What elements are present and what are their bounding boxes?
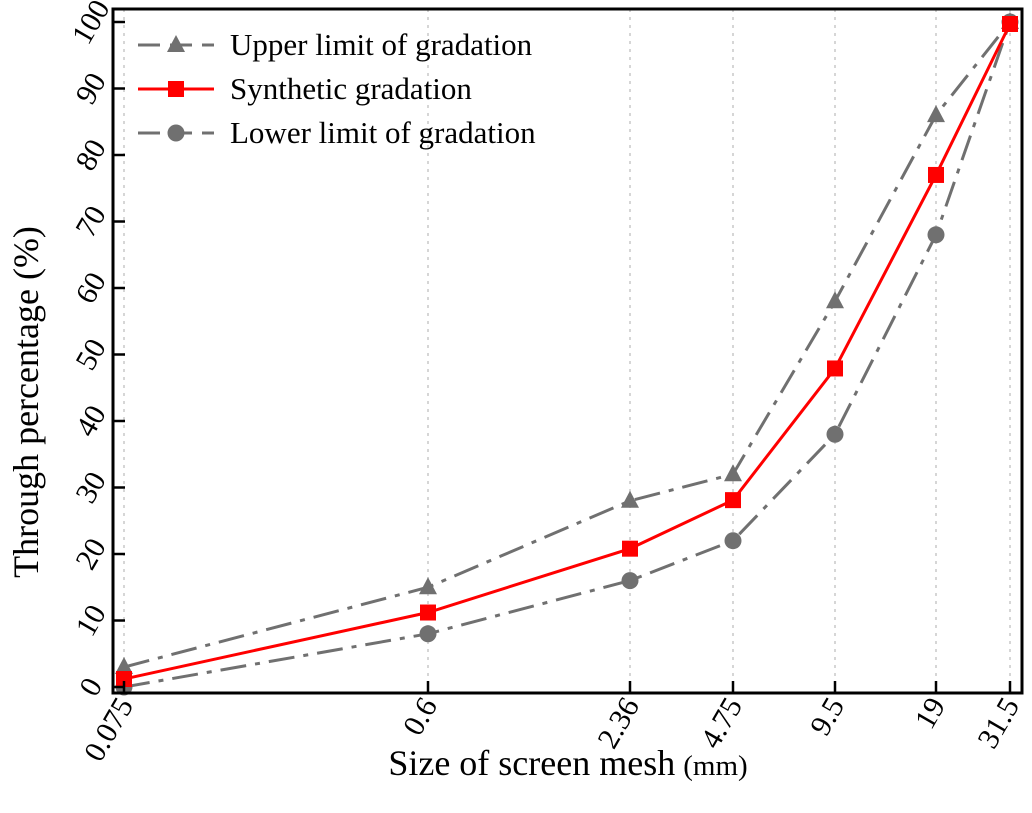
data-point-square: [420, 604, 436, 621]
data-point-circle: [927, 226, 945, 244]
y-tick-label: 0: [73, 672, 109, 701]
series-synthetic-gradation: [116, 15, 1018, 688]
y-tick-label: 40: [69, 400, 113, 442]
data-point-square: [827, 360, 843, 377]
legend-marker: [168, 81, 184, 97]
data-point-circle: [419, 625, 437, 643]
data-point-circle: [724, 532, 742, 550]
data-point-triangle: [419, 577, 437, 595]
legend-label: Lower limit of gradation: [230, 115, 536, 150]
data-point-square: [116, 671, 132, 688]
data-point-triangle: [115, 657, 133, 675]
data-point-square: [622, 540, 638, 557]
y-tick-label: 10: [69, 599, 113, 641]
legend-label: Upper limit of gradation: [230, 27, 533, 62]
legend-entry: Synthetic gradation: [138, 71, 472, 106]
y-tick-label: 100: [65, 0, 116, 50]
data-point-triangle: [826, 291, 844, 309]
series-layer: [115, 12, 1019, 696]
x-tick-label: 31.5: [971, 692, 1026, 754]
y-tick-label: 90: [69, 67, 113, 109]
legend-marker: [167, 35, 185, 52]
data-point-square: [1002, 15, 1018, 32]
y-axis-title: Through percentage (%): [6, 226, 46, 578]
legend: Upper limit of gradation Synthetic gradat…: [138, 27, 536, 150]
tick-labels: 0.075 0.6 2.36 4.75 9.5 19 31.5010203040506070…: [65, 0, 1026, 767]
legend-entry: Upper limit of gradation: [138, 27, 533, 62]
y-tick-label: 30: [69, 466, 113, 508]
plot-frame: [111, 7, 1024, 695]
y-tick-label: 20: [69, 533, 113, 575]
x-tick-label: 9.5: [804, 692, 851, 741]
x-axis-title: Size of screen mesh (mm): [388, 743, 747, 783]
x-tick-label: 4.75: [694, 692, 749, 754]
x-tick-label: 19: [908, 692, 952, 734]
legend-label: Synthetic gradation: [230, 71, 472, 106]
x-axis-title-text: Size of screen mesh: [388, 743, 675, 783]
y-tick-label: 80: [69, 134, 113, 176]
data-point-triangle: [927, 105, 945, 123]
axis-ticks: [113, 20, 1012, 693]
series-upper-limit-of-gradation: [115, 12, 1019, 675]
data-point-circle: [826, 425, 844, 443]
legend-entry: Lower limit of gradation: [138, 115, 536, 150]
data-point-square: [725, 492, 741, 509]
y-tick-label: 70: [69, 200, 113, 242]
legend-marker: [167, 124, 185, 142]
x-axis-unit: (mm): [683, 750, 747, 782]
data-point-circle: [621, 572, 639, 590]
y-tick-label: 60: [69, 267, 113, 309]
data-point-triangle: [724, 464, 742, 482]
data-point-triangle: [621, 490, 639, 508]
x-tick-label: 0.075: [78, 692, 140, 767]
y-tick-label: 50: [69, 333, 113, 375]
x-tick-label: 0.6: [397, 692, 444, 741]
data-point-square: [928, 166, 944, 183]
